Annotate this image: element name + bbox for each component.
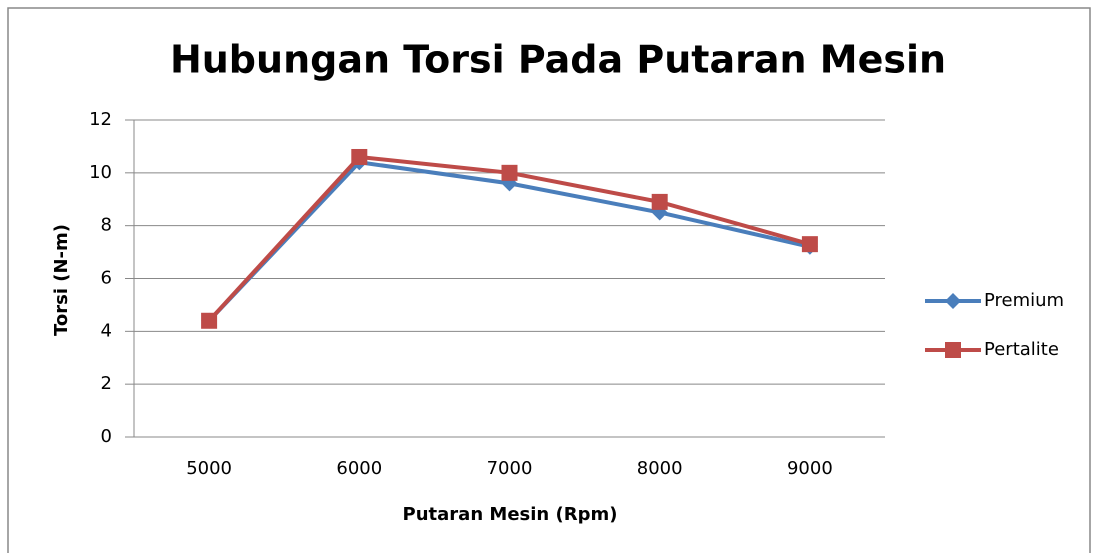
- legend-marker: [945, 342, 961, 358]
- x-tick-label: 8000: [637, 458, 683, 479]
- y-tick-label: 0: [101, 426, 112, 447]
- data-point: [801, 236, 818, 253]
- x-axis-label: Putaran Mesin (Rpm): [403, 504, 618, 525]
- legend-marker: [945, 293, 961, 309]
- y-tick-label: 6: [101, 268, 112, 289]
- data-point: [501, 164, 518, 181]
- legend-label: Pertalite: [984, 339, 1059, 360]
- x-tick-label: 6000: [336, 458, 382, 479]
- y-tick-label: 10: [89, 162, 112, 183]
- x-tick-label: 5000: [186, 458, 232, 479]
- x-tick-label: 9000: [787, 458, 833, 479]
- y-axis-label: Torsi (N-m): [51, 224, 72, 336]
- data-point: [351, 148, 368, 165]
- legend-label: Premium: [984, 290, 1064, 311]
- chart-title: Hubungan Torsi Pada Putaran Mesin: [170, 38, 946, 82]
- x-tick-label: 7000: [487, 458, 533, 479]
- chart-frame: [7, 7, 1091, 553]
- y-tick-label: 8: [101, 215, 112, 236]
- y-tick-label: 2: [101, 373, 112, 394]
- y-tick-label: 4: [101, 320, 112, 341]
- y-tick-label: 12: [89, 109, 112, 130]
- data-point: [201, 312, 218, 329]
- data-point: [651, 193, 668, 210]
